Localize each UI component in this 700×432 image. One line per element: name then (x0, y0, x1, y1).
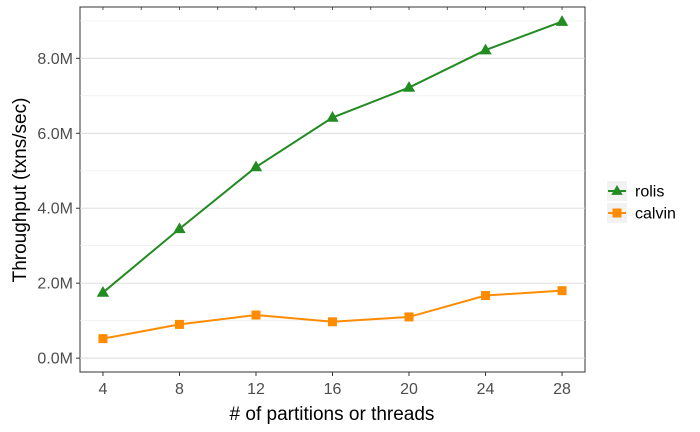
data-point-rolis (479, 43, 492, 55)
data-point-rolis (555, 15, 569, 26)
legend-label-calvin: calvin (635, 206, 676, 223)
data-point-rolis (173, 222, 186, 234)
legend: rolis calvin (607, 181, 676, 223)
data-point-calvin (98, 334, 108, 344)
data-point-rolis (96, 286, 110, 297)
x-tick-label: 4 (99, 381, 108, 398)
y-tick-label: 6.0M (37, 126, 73, 143)
y-tick-label: 2.0M (37, 276, 73, 293)
x-tick-label: 12 (247, 381, 265, 398)
x-axis-title: # of partitions or threads (230, 404, 435, 425)
data-point-calvin (404, 312, 414, 322)
x-tick-label: 24 (477, 381, 495, 398)
legend-marker-calvin (612, 208, 622, 218)
legend-marker-rolis (611, 185, 623, 195)
data-point-calvin (557, 286, 567, 296)
data-point-calvin (481, 291, 491, 301)
legend-label-rolis: rolis (635, 184, 664, 201)
x-tick-label: 20 (400, 381, 418, 398)
data-point-rolis (402, 81, 416, 92)
x-tick-label: 8 (175, 381, 184, 398)
data-point-rolis (249, 160, 263, 172)
series-rolis (96, 15, 569, 297)
gridlines (80, 7, 585, 359)
series-calvin (98, 286, 567, 344)
y-axis: 0.0M 2.0M 4.0M 6.0M 8.0M (37, 51, 80, 368)
y-tick-label: 8.0M (37, 51, 73, 68)
y-tick-label: 4.0M (37, 201, 73, 218)
data-point-rolis (326, 111, 339, 122)
x-tick-label: 16 (324, 381, 342, 398)
plot-background (79, 6, 586, 373)
x-axis: 4 8 12 16 20 24 28 (99, 372, 571, 398)
y-tick-label: 0.0M (37, 351, 73, 368)
data-point-calvin (328, 317, 337, 327)
data-point-calvin (174, 319, 184, 329)
x-tick-label: 28 (553, 381, 571, 398)
data-point-calvin (251, 310, 261, 320)
series-layer (96, 15, 569, 344)
y-axis-title: Throughput (txns/sec) (10, 98, 31, 283)
